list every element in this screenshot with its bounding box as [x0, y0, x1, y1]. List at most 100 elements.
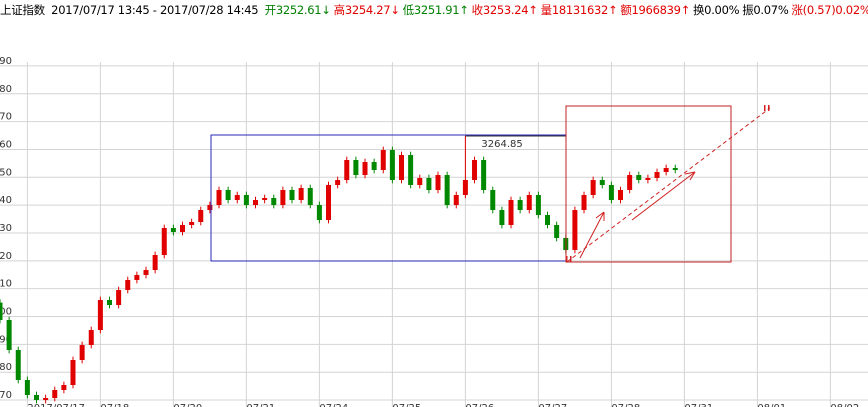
- y-tick-label: 3290: [0, 56, 12, 67]
- candle-body: [672, 167, 678, 170]
- y-tick-label: 3180: [0, 362, 12, 373]
- header-stat: 收3253.24↑: [471, 3, 538, 17]
- y-tick-label: 3170: [0, 390, 12, 401]
- candle-body: [271, 198, 277, 205]
- y-tick-label: 3210: [0, 279, 12, 290]
- y-tick-label: 3200: [0, 307, 12, 318]
- candle-body: [453, 195, 459, 205]
- header-stat: 量18131632↑: [540, 3, 618, 17]
- candle-body: [344, 160, 350, 180]
- candle-body: [389, 150, 395, 180]
- breakout-box: [565, 105, 732, 263]
- y-tick-label: 3280: [0, 84, 12, 95]
- candle-body: [70, 360, 76, 386]
- y-tick-label: 3240: [0, 195, 12, 206]
- x-tick-label: 07/21: [246, 403, 275, 407]
- candle-body: [654, 172, 660, 178]
- candle-body: [581, 195, 587, 211]
- candle-body: [97, 299, 103, 331]
- marker: [570, 256, 572, 262]
- candle-body: [618, 189, 624, 201]
- candle-body: [88, 330, 94, 345]
- candle-body: [198, 210, 204, 223]
- candle-body: [107, 299, 113, 306]
- y-tick-label: 3230: [0, 223, 12, 234]
- candle-body: [225, 189, 231, 201]
- candle-body: [207, 204, 213, 211]
- candle-body: [371, 162, 377, 170]
- candle-body: [24, 379, 30, 395]
- candle-body: [462, 179, 468, 196]
- candle-body: [234, 195, 240, 201]
- header-stat: 开3252.61↓: [264, 3, 331, 17]
- candle-body: [554, 224, 560, 238]
- x-tick-label: 07/28: [611, 403, 640, 407]
- arrow: [631, 171, 696, 221]
- max-label: 3264.85: [481, 139, 522, 150]
- candle-body: [216, 189, 222, 205]
- header-stat: 涨(0.57)0.02%↑: [791, 3, 868, 17]
- marker: [764, 105, 766, 111]
- header-stat: 额1966839↑: [620, 3, 690, 17]
- candle-body: [52, 389, 58, 399]
- candle-body: [362, 162, 368, 176]
- header-stat: 高3254.27↓: [333, 3, 400, 17]
- candle-body: [262, 198, 268, 201]
- candle-body: [627, 175, 633, 190]
- candle-body: [61, 385, 67, 390]
- candle-body: [243, 195, 249, 205]
- header-stat: 换0.00%: [692, 3, 740, 17]
- candle-body: [180, 224, 186, 233]
- candle-body: [189, 222, 195, 225]
- candle-body: [43, 398, 49, 401]
- x-tick-label: 07/31: [684, 403, 713, 407]
- marker: [566, 256, 568, 262]
- candle-body: [143, 270, 149, 275]
- y-tick-label: 3270: [0, 112, 12, 123]
- candle-body: [435, 175, 441, 190]
- candle-body: [472, 160, 478, 180]
- candle-body: [316, 204, 322, 221]
- candle-body: [408, 154, 414, 186]
- candle-body: [289, 189, 295, 201]
- arrow-head: [684, 171, 696, 181]
- candle-body: [545, 214, 551, 225]
- candle-body: [353, 160, 359, 176]
- header-stat: 低3251.91↑: [402, 3, 469, 17]
- x-tick-label: 08/02: [830, 403, 859, 407]
- x-tick-label: 07/27: [538, 403, 567, 407]
- candle-body: [663, 167, 669, 173]
- candle-body: [6, 319, 12, 351]
- candle-body: [326, 185, 332, 221]
- x-tick-label: 07/26: [465, 403, 494, 407]
- x-tick-label: 2017/07/17: [27, 403, 85, 407]
- annotation-layer: [210, 105, 771, 263]
- candle-body: [517, 200, 523, 211]
- arrow-head: [595, 211, 605, 221]
- candle-body: [116, 290, 122, 306]
- candle-body: [636, 175, 642, 180]
- x-tick-label: 08/01: [757, 403, 786, 407]
- header: 上证指数 2017/07/17 13:45 - 2017/07/28 14:45…: [0, 2, 868, 22]
- candle-body: [608, 185, 614, 201]
- header-stat: 振0.07%: [742, 3, 789, 17]
- candle-body: [572, 210, 578, 250]
- candle-body: [645, 177, 651, 180]
- candle-body: [298, 188, 304, 201]
- candle-body: [79, 344, 85, 361]
- candle-body: [125, 280, 131, 291]
- candle-body: [590, 179, 596, 196]
- trend-line: [566, 107, 771, 263]
- candle-body: [599, 179, 605, 186]
- x-tick-label: 07/25: [392, 403, 421, 407]
- candle-body: [161, 227, 167, 256]
- candle-body: [399, 154, 405, 180]
- arrow: [579, 211, 605, 259]
- y-tick-label: 3220: [0, 251, 12, 262]
- candle-body: [499, 210, 505, 225]
- y-tick-label: 3190: [0, 334, 12, 345]
- candle-body: [134, 274, 140, 281]
- y-tick-label: 3250: [0, 167, 12, 178]
- marker: [768, 105, 770, 111]
